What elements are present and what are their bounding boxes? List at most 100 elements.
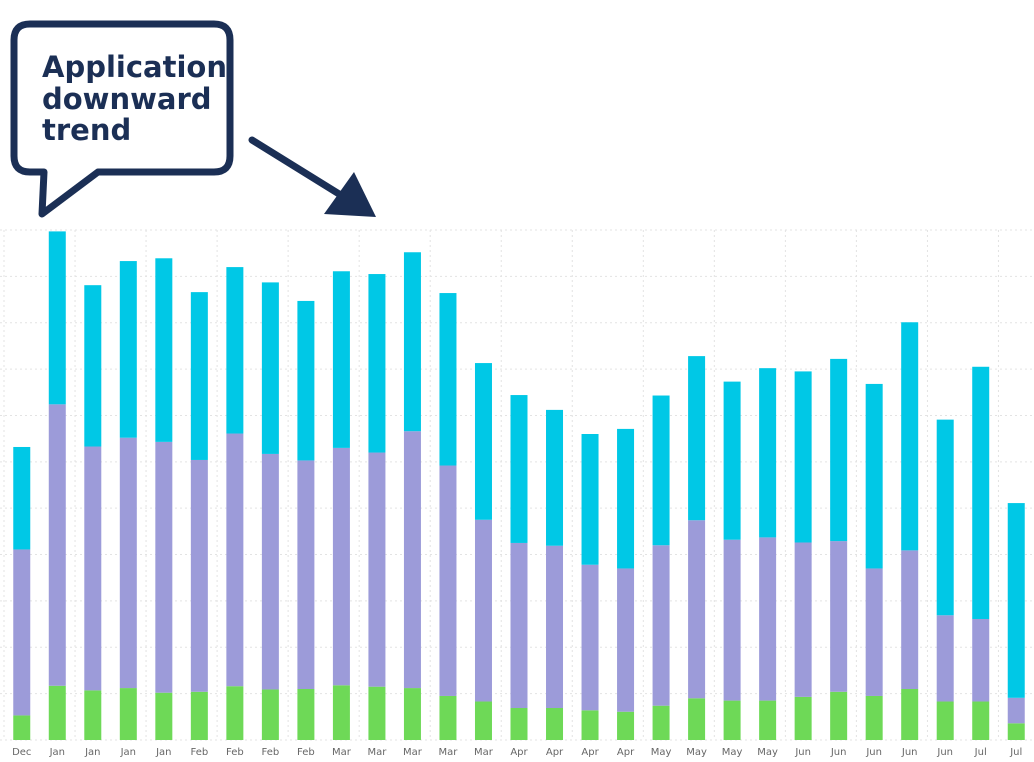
bar-segment-series-3 [439, 293, 457, 466]
bar-segment-series-3 [190, 292, 208, 460]
x-tick-label: Jan [155, 747, 171, 758]
bar-segment-series-2 [688, 520, 706, 699]
bar-segment-series-3 [84, 285, 102, 447]
callout-line-2: downward [42, 82, 212, 116]
bar-segment-series-2 [865, 568, 883, 696]
x-tick-label: Jun [794, 747, 811, 758]
bar-segment-series-3 [226, 267, 244, 434]
bar-segment-series-3 [723, 381, 741, 540]
bar-segment-series-3 [119, 261, 137, 438]
bar-segment-series-3 [936, 419, 954, 616]
bar-segment-series-3 [1007, 503, 1025, 698]
bar-segment-series-3 [48, 231, 66, 405]
bar-segment-series-3 [403, 252, 421, 432]
bar-segment-series-2 [652, 545, 670, 706]
bar-segment-series-2 [13, 549, 31, 716]
x-tick-label: Mar [332, 747, 352, 758]
bar-segment-series-2 [794, 542, 812, 697]
bar-segment-series-3 [972, 366, 990, 619]
bar-segment-series-2 [368, 452, 386, 687]
bar-segment-series-1 [84, 690, 102, 740]
chart-gridlines [0, 229, 1034, 741]
bar-segment-series-3 [155, 258, 173, 442]
speech-bubble-callout: Application downward trend [10, 20, 234, 218]
x-tick-label: Jan [49, 747, 65, 758]
bar-segment-series-1 [1007, 723, 1025, 740]
bar-segment-series-3 [13, 446, 31, 550]
bar-segment-series-3 [261, 282, 279, 454]
x-tick-label: May [757, 747, 778, 758]
x-tick-label: Dec [12, 747, 31, 758]
bar-segment-series-2 [581, 564, 599, 711]
bar-segment-series-1 [617, 711, 635, 740]
x-tick-label: Feb [262, 747, 280, 758]
bar-segment-series-3 [830, 358, 848, 542]
bar-segment-series-2 [84, 446, 102, 691]
bar-segment-series-1 [723, 700, 741, 740]
bar-segment-series-2 [936, 615, 954, 702]
bar-segment-series-1 [13, 715, 31, 740]
x-tick-label: May [722, 747, 743, 758]
bar-segment-series-2 [1007, 697, 1025, 724]
bar-segment-series-3 [759, 368, 777, 538]
bar-segment-series-2 [901, 550, 919, 689]
bar-segment-series-1 [581, 710, 599, 740]
bar-segment-series-1 [901, 689, 919, 740]
bar-segment-series-2 [226, 433, 244, 687]
bar-segment-series-1 [226, 686, 244, 740]
trend-arrow-head [324, 172, 376, 217]
bar-segment-series-2 [830, 541, 848, 692]
bar-segment-series-3 [474, 363, 492, 520]
x-tick-label: Mar [474, 747, 494, 758]
bar-segment-series-3 [617, 428, 635, 569]
x-tick-label: Jun [901, 747, 918, 758]
x-tick-label: Apr [617, 747, 635, 758]
bar-segment-series-3 [332, 271, 350, 448]
bar-segment-series-1 [190, 691, 208, 740]
bar-segment-series-2 [48, 404, 66, 686]
bar-segment-series-1 [119, 688, 137, 740]
bar-segment-series-2 [261, 453, 279, 690]
x-tick-label: Apr [510, 747, 528, 758]
x-tick-label: Mar [403, 747, 423, 758]
bar-segment-series-1 [688, 698, 706, 740]
bar-segment-series-3 [368, 274, 386, 453]
x-tick-label: Apr [546, 747, 564, 758]
x-tick-label: Feb [297, 747, 315, 758]
x-tick-label: Jun [936, 747, 953, 758]
bar-segment-series-1 [830, 691, 848, 740]
bar-segment-series-1 [155, 692, 173, 740]
bar-segment-series-1 [794, 696, 812, 740]
bar-segment-series-3 [652, 395, 670, 546]
callout-line-3: trend [42, 113, 131, 147]
bar-segment-series-1 [510, 708, 528, 740]
bar-segment-series-2 [119, 437, 137, 689]
bar-segment-series-1 [439, 695, 457, 740]
trend-arrow [248, 136, 376, 217]
bar-segment-series-1 [48, 685, 66, 740]
x-tick-label: Jan [84, 747, 100, 758]
trend-arrow-shaft [248, 136, 356, 206]
x-tick-label: Jul [1009, 747, 1022, 758]
bar-segment-series-1 [368, 686, 386, 740]
x-tick-label: Feb [226, 747, 244, 758]
bar-segment-series-1 [546, 708, 564, 740]
bar-segment-series-1 [865, 695, 883, 740]
bar-segment-series-2 [155, 441, 173, 693]
bar-segment-series-1 [261, 689, 279, 740]
x-tick-label: Jul [974, 747, 987, 758]
bar-segment-series-3 [546, 409, 564, 546]
bar-segment-series-1 [759, 700, 777, 740]
bar-segment-series-3 [297, 300, 315, 461]
bar-segment-series-1 [403, 688, 421, 740]
bar-segment-series-3 [581, 434, 599, 565]
bar-segment-series-1 [652, 705, 670, 740]
speech-bubble-shape [10, 20, 234, 218]
x-tick-label: Mar [367, 747, 387, 758]
bar-segment-series-2 [723, 539, 741, 701]
bar-segment-series-1 [972, 701, 990, 740]
bar-segment-series-2 [972, 618, 990, 702]
bar-segment-series-2 [332, 447, 350, 686]
x-tick-label: Feb [190, 747, 208, 758]
